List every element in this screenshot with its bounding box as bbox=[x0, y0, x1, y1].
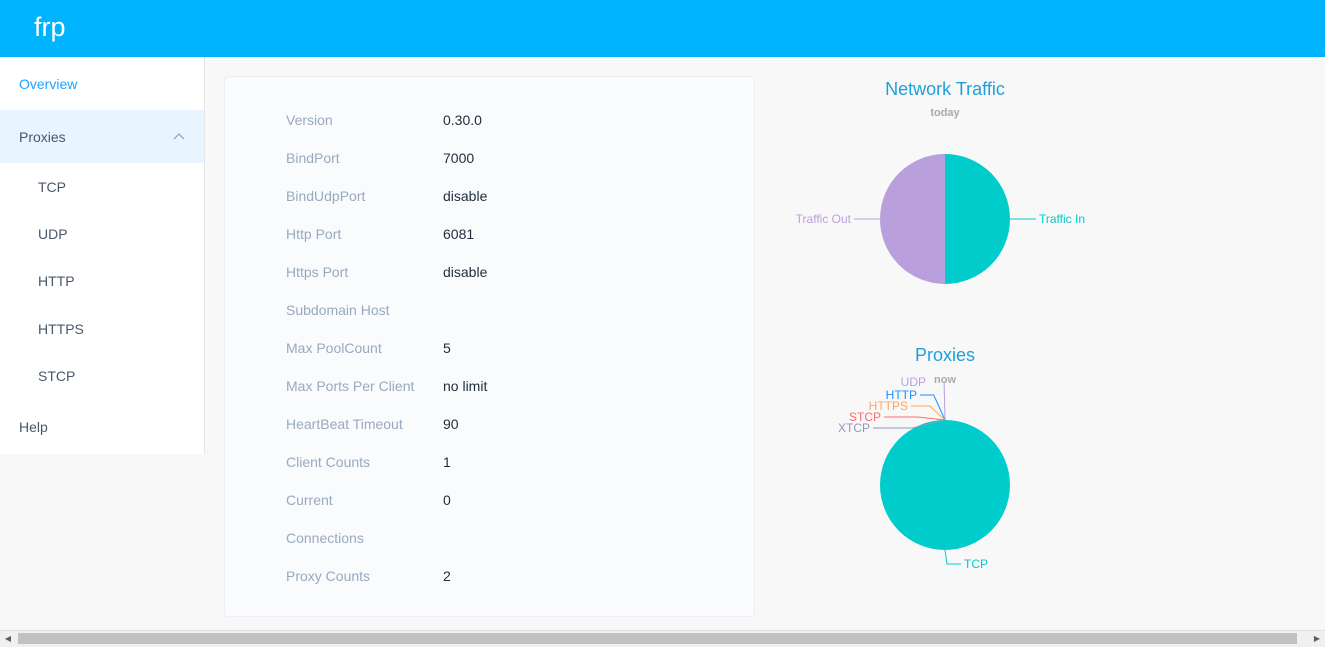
top-header: frp bbox=[0, 0, 1325, 57]
chevron-up-icon bbox=[173, 133, 185, 140]
pie-label-xtcp: XTCP bbox=[838, 421, 870, 435]
pie-slice-traffic-in[interactable] bbox=[945, 154, 1010, 284]
sidebar-item-overview[interactable]: Overview bbox=[0, 57, 204, 110]
info-value-max-poolcount: 5 bbox=[443, 340, 451, 356]
traffic-chart-title: Network Traffic bbox=[885, 79, 1005, 99]
info-label-subdomain-host: Subdomain Host bbox=[286, 302, 390, 318]
info-label-version: Version bbox=[286, 112, 333, 128]
pie-label-http: HTTP bbox=[886, 388, 917, 402]
sidebar: Overview Proxies TCP UDP HTTP HTTPS STCP… bbox=[0, 57, 205, 454]
server-info-card: Version 0.30.0 BindPort 7000 BindUdpPort… bbox=[224, 76, 755, 617]
sidebar-item-tcp[interactable]: TCP bbox=[0, 163, 204, 210]
info-value-client-counts: 1 bbox=[443, 454, 451, 470]
info-value-version: 0.30.0 bbox=[443, 112, 482, 128]
info-value-proxy-counts: 2 bbox=[443, 568, 451, 584]
pie-label-traffic-in: Traffic In bbox=[1039, 212, 1085, 226]
info-label-client-counts: Client Counts bbox=[286, 454, 371, 470]
pie-label-udp: UDP bbox=[901, 375, 926, 389]
info-value-bindudpport: disable bbox=[443, 188, 488, 204]
sidebar-item-label: STCP bbox=[38, 368, 76, 384]
info-label-max-poolcount: Max PoolCount bbox=[286, 340, 382, 356]
pie-label-stcp: STCP bbox=[849, 410, 881, 424]
pie-label-line-tcp bbox=[944, 549, 961, 565]
pie-slice-tcp[interactable] bbox=[880, 420, 1010, 550]
sidebar-item-proxies[interactable]: Proxies bbox=[0, 110, 204, 163]
sidebar-item-label: TCP bbox=[38, 179, 66, 195]
info-value-heartbeat-timeout: 90 bbox=[443, 416, 459, 432]
info-label-https-port: Https Port bbox=[286, 264, 349, 280]
info-label-bindport: BindPort bbox=[286, 150, 340, 166]
info-label-http-port: Http Port bbox=[286, 226, 342, 242]
sidebar-item-http[interactable]: HTTP bbox=[0, 257, 204, 304]
pie-label-tcp: TCP bbox=[964, 557, 988, 571]
info-label-current: Current bbox=[286, 492, 333, 508]
sidebar-item-help[interactable]: Help bbox=[0, 402, 204, 452]
traffic-chart-subtitle: today bbox=[930, 107, 960, 119]
info-label-bindudpport: BindUdpPort bbox=[286, 188, 366, 204]
info-label-max-ports-per-client: Max Ports Per Client bbox=[286, 378, 415, 394]
info-label-heartbeat-timeout: HeartBeat Timeout bbox=[286, 416, 403, 432]
traffic-pie-chart: Traffic In Traffic Out bbox=[796, 154, 1085, 284]
sidebar-item-stcp[interactable]: STCP bbox=[0, 352, 204, 399]
sidebar-item-label: HTTP bbox=[38, 273, 75, 289]
brand-logo[interactable]: frp bbox=[34, 12, 66, 42]
scroll-right-icon[interactable]: ▶ bbox=[1313, 634, 1321, 643]
info-label-connections: Connections bbox=[286, 530, 364, 546]
info-label-proxy-counts: Proxy Counts bbox=[286, 568, 371, 584]
sidebar-item-https[interactable]: HTTPS bbox=[0, 305, 204, 352]
pie-label-https: HTTPS bbox=[869, 399, 908, 413]
pie-label-traffic-out: Traffic Out bbox=[796, 212, 852, 226]
pie-label-line-http bbox=[920, 394, 946, 421]
sidebar-item-label: HTTPS bbox=[38, 321, 84, 337]
scroll-left-icon[interactable]: ◀ bbox=[4, 634, 12, 643]
proxies-chart-title: Proxies bbox=[914, 345, 976, 365]
pie-slice-traffic-out[interactable] bbox=[880, 154, 945, 284]
sidebar-item-label: UDP bbox=[38, 226, 68, 242]
horizontal-scrollbar[interactable]: ◀ ▶ bbox=[0, 630, 1325, 647]
pie-label-line-https bbox=[911, 405, 946, 421]
sidebar-item-label: Help bbox=[19, 419, 48, 435]
sidebar-item-label: Overview bbox=[19, 76, 78, 92]
info-value-current: 0 bbox=[443, 492, 451, 508]
pie-label-line-udp bbox=[943, 381, 946, 421]
proxies-chart-subtitle: now bbox=[934, 374, 956, 386]
info-value-bindport: 7000 bbox=[443, 150, 475, 166]
sidebar-item-label: Proxies bbox=[19, 129, 66, 145]
info-value-max-ports-per-client: no limit bbox=[443, 378, 488, 394]
info-value-http-port: 6081 bbox=[443, 226, 475, 242]
scroll-thumb[interactable] bbox=[18, 633, 1297, 644]
info-value-https-port: disable bbox=[443, 264, 488, 280]
sidebar-item-udp[interactable]: UDP bbox=[0, 210, 204, 257]
pie-label-line-stcp bbox=[884, 416, 946, 421]
pie-label-line-xtcp bbox=[873, 419, 946, 429]
